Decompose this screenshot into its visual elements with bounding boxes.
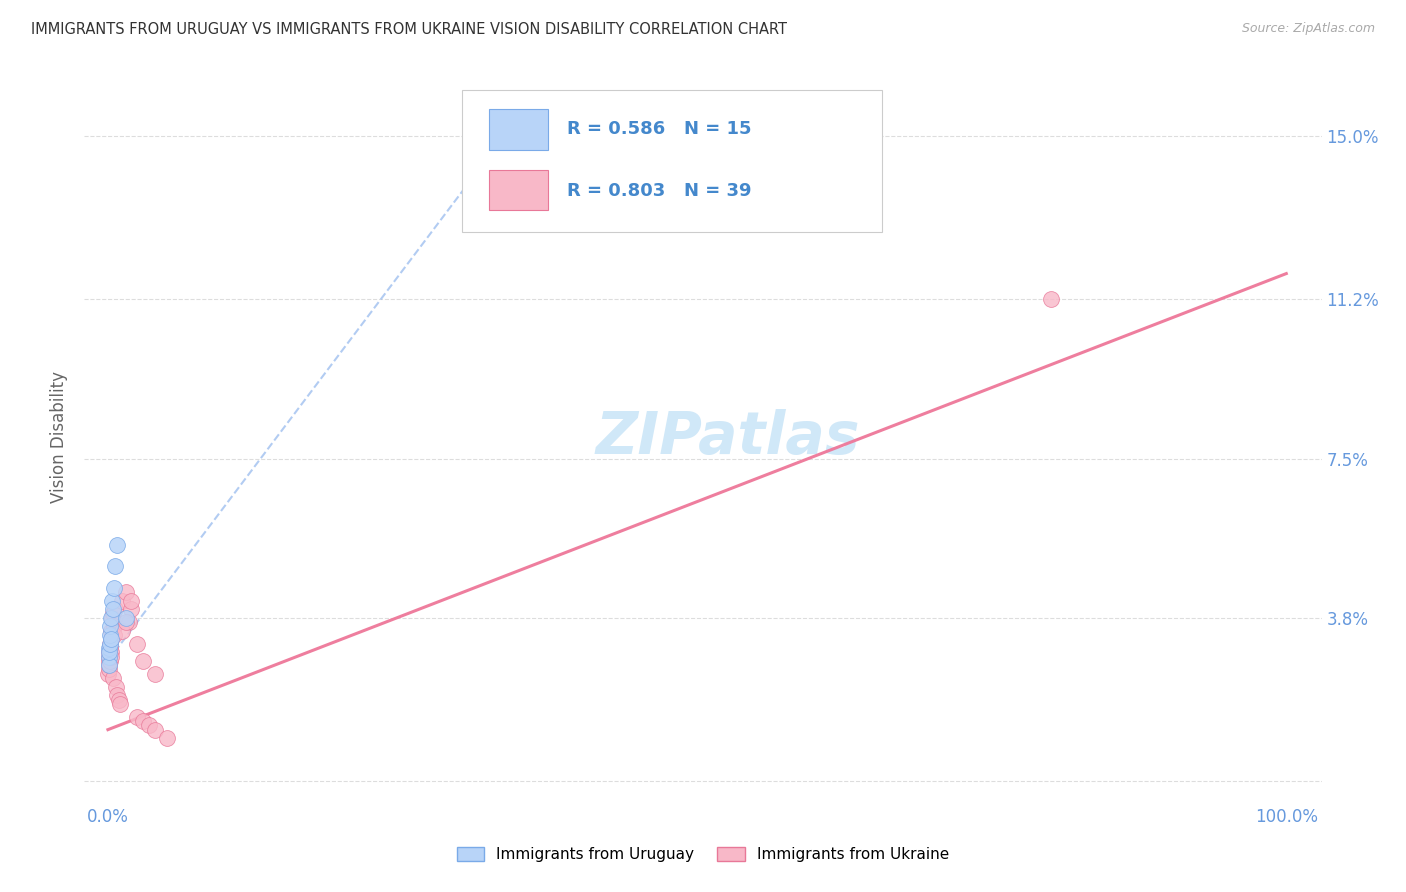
Point xyxy=(111,593,134,607)
Point xyxy=(103,619,125,633)
Point xyxy=(108,697,131,711)
Point xyxy=(97,666,120,681)
Text: Source: ZipAtlas.com: Source: ZipAtlas.com xyxy=(1241,22,1375,36)
Point xyxy=(98,658,121,673)
Point xyxy=(105,680,128,694)
Point xyxy=(127,710,149,724)
Point xyxy=(114,585,136,599)
Point xyxy=(100,645,122,659)
Point xyxy=(98,654,121,668)
Point xyxy=(98,637,121,651)
Point xyxy=(98,640,121,655)
Point xyxy=(156,731,179,746)
Point xyxy=(100,649,122,664)
Point xyxy=(98,645,121,659)
Text: ZIPatlas: ZIPatlas xyxy=(596,409,860,466)
FancyBboxPatch shape xyxy=(489,110,548,150)
Point xyxy=(143,666,166,681)
Point xyxy=(98,637,121,651)
Point xyxy=(107,692,129,706)
Point xyxy=(104,602,127,616)
Text: R = 0.803   N = 39: R = 0.803 N = 39 xyxy=(567,182,751,200)
Point xyxy=(98,619,121,633)
Point xyxy=(105,538,128,552)
Point xyxy=(101,602,124,616)
Point xyxy=(100,632,122,647)
Point xyxy=(105,688,128,702)
Point xyxy=(138,718,160,732)
Point xyxy=(103,581,125,595)
Point xyxy=(97,654,120,668)
Point xyxy=(132,654,155,668)
Point xyxy=(97,662,120,676)
Point xyxy=(101,593,124,607)
Text: R = 0.586   N = 15: R = 0.586 N = 15 xyxy=(567,120,751,138)
FancyBboxPatch shape xyxy=(489,170,548,211)
Point xyxy=(118,615,141,629)
Point xyxy=(114,615,136,629)
Text: IMMIGRANTS FROM URUGUAY VS IMMIGRANTS FROM UKRAINE VISION DISABILITY CORRELATION: IMMIGRANTS FROM URUGUAY VS IMMIGRANTS FR… xyxy=(31,22,787,37)
Point xyxy=(114,611,136,625)
Point xyxy=(98,628,121,642)
Point xyxy=(97,649,120,664)
Point xyxy=(100,624,122,638)
Point xyxy=(98,658,121,673)
Point xyxy=(132,714,155,728)
Legend: Immigrants from Uruguay, Immigrants from Ukraine: Immigrants from Uruguay, Immigrants from… xyxy=(450,841,956,868)
Point xyxy=(103,628,125,642)
FancyBboxPatch shape xyxy=(461,90,883,232)
Y-axis label: Vision Disability: Vision Disability xyxy=(51,371,69,503)
Point xyxy=(101,607,124,621)
Point xyxy=(97,640,120,655)
Point xyxy=(1039,293,1062,307)
Point xyxy=(127,637,149,651)
Point xyxy=(98,645,121,659)
Point xyxy=(97,649,120,664)
Point xyxy=(104,559,127,574)
Point xyxy=(121,602,143,616)
Point xyxy=(111,624,134,638)
Point xyxy=(143,723,166,737)
Point xyxy=(121,593,143,607)
Point xyxy=(100,632,122,647)
Point xyxy=(100,611,122,625)
Point xyxy=(103,671,125,685)
Point xyxy=(101,611,124,625)
